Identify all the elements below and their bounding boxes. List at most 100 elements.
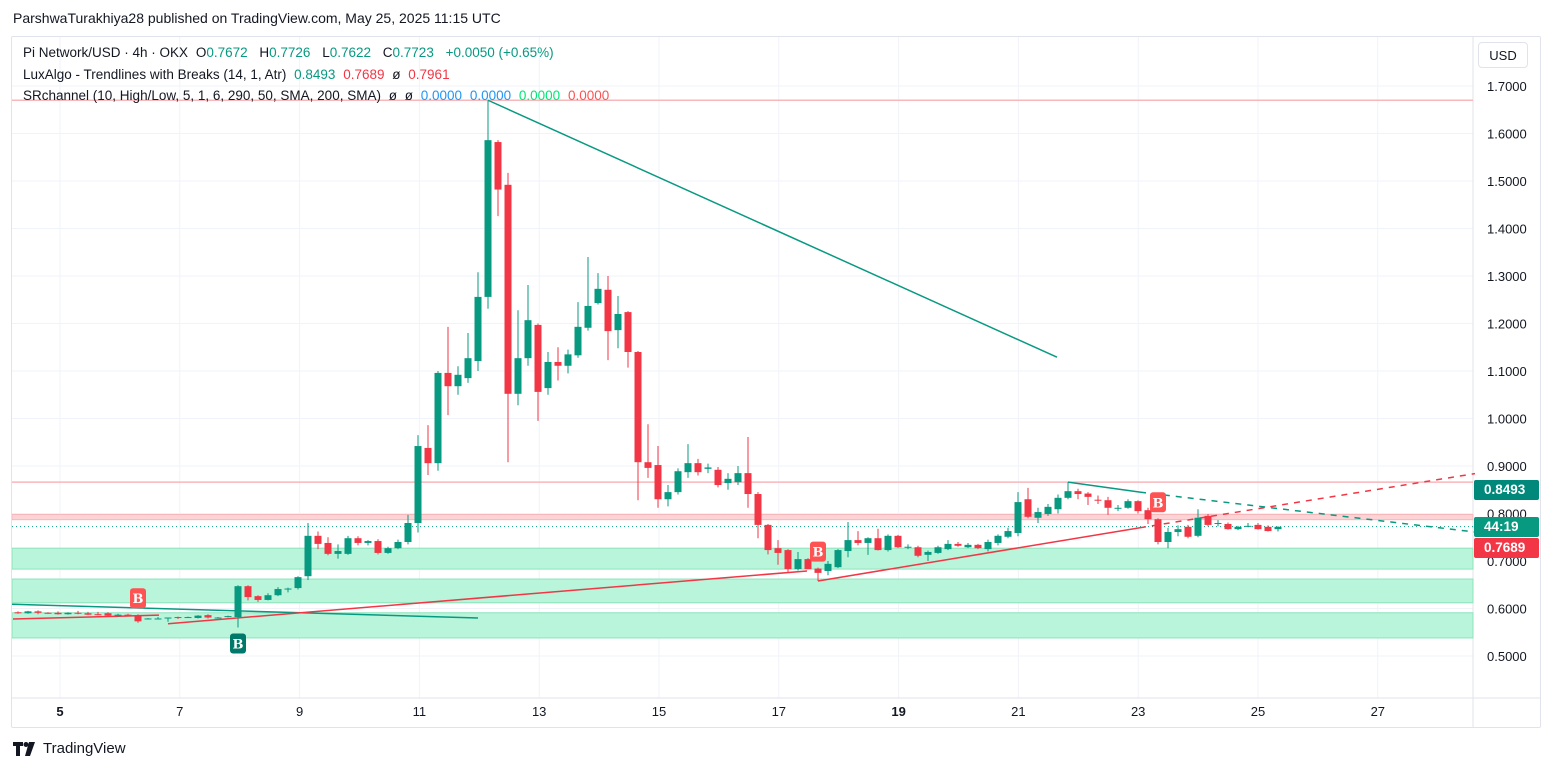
symbol-title[interactable]: Pi Network/USD · 4h · OKX (23, 45, 189, 60)
bearish-break-label (810, 541, 826, 562)
candle-bearish (174, 617, 182, 619)
indicator-value: 0.7689 (343, 67, 385, 82)
candle-bearish (974, 544, 982, 549)
candle-bearish (104, 613, 112, 616)
break-label-text: B (1153, 496, 1164, 511)
candle-bearish (1264, 526, 1272, 532)
candle-bullish (724, 478, 732, 484)
break-label-text: B (813, 546, 824, 561)
candle-bearish (34, 611, 42, 613)
support-zone (11, 547, 1474, 570)
indicator-value: 0.0000 (518, 88, 561, 103)
candle-bearish (714, 469, 722, 485)
y-tick-label: 1.0000 (1487, 412, 1527, 427)
candle-bullish (214, 617, 222, 619)
candle-bearish (624, 312, 632, 352)
candle-bearish (84, 613, 92, 615)
tradingview-logo[interactable]: TradingView (13, 740, 126, 757)
break-label-text: B (233, 638, 244, 653)
x-tick-label: 19 (891, 704, 905, 719)
resistance-zone (11, 513, 1474, 521)
candle-bullish (904, 546, 912, 548)
indicator-legend-srchannel: SRchannel (10, High/Low, 5, 1, 6, 290, 5… (23, 88, 613, 103)
candle-bullish (194, 615, 202, 618)
candle-bullish (1004, 531, 1012, 537)
candle-bearish (1134, 501, 1142, 512)
candle-bullish (394, 542, 402, 549)
high-label: H (259, 45, 270, 60)
y-tick-label: 1.5000 (1487, 174, 1527, 189)
candle-bullish (1164, 532, 1172, 542)
x-tick-label: 15 (652, 704, 666, 719)
indicator-legend-trendlines: LuxAlgo - Trendlines with Breaks (14, 1,… (23, 67, 454, 82)
indicator-title[interactable]: LuxAlgo - Trendlines with Breaks (14, 1,… (23, 67, 287, 82)
candle-bullish (1124, 501, 1132, 508)
publish-info: ParshwaTurakhiya28 published on TradingV… (13, 10, 501, 26)
currency-button[interactable]: USD (1478, 42, 1528, 68)
x-tick-label: 23 (1131, 704, 1145, 719)
indicator-value: 0.7961 (408, 67, 450, 82)
candle-bullish (474, 296, 482, 362)
candle-bearish (254, 596, 262, 600)
x-tick-label: 13 (532, 704, 546, 719)
indicator-title[interactable]: SRchannel (10, High/Low, 5, 1, 6, 290, 5… (23, 88, 381, 103)
candle-bullish (574, 326, 582, 356)
candle-bearish (1074, 491, 1082, 495)
candle-bearish (1144, 510, 1152, 520)
candle-bullish (64, 612, 72, 615)
candle-bullish (794, 559, 802, 570)
candle-bullish (414, 446, 422, 523)
candle-bullish (234, 586, 242, 618)
candle-bearish (204, 615, 212, 618)
candle-bearish (124, 614, 132, 616)
candle-bullish (584, 305, 592, 328)
candle-bullish (964, 544, 972, 548)
trendline (487, 99, 1058, 358)
candle-bearish (424, 447, 432, 464)
indicator-value: 0.8493 (294, 67, 336, 82)
candle-bearish (784, 550, 792, 570)
candle-bearish (74, 612, 82, 614)
candle-bullish (434, 372, 442, 464)
candle-bearish (44, 612, 52, 614)
low-label: L (322, 45, 330, 60)
indicator-na: ø (404, 88, 413, 103)
candle-bullish (564, 354, 572, 366)
x-tick-label: 17 (772, 704, 786, 719)
candle-bullish (524, 320, 532, 359)
candle-bullish (1064, 491, 1072, 498)
change-value: +0.0050 (+0.65%) (445, 45, 554, 60)
candle-bearish (374, 541, 382, 553)
trendline (817, 527, 1141, 582)
y-tick-label: 1.3000 (1487, 269, 1527, 284)
candle-bearish (354, 538, 362, 543)
candle-bullish (454, 374, 462, 387)
candle-bullish (924, 551, 932, 555)
candle-bearish (954, 543, 962, 546)
candle-bullish (164, 617, 172, 619)
candle-bullish (1014, 502, 1022, 533)
close-label: C (382, 45, 393, 60)
x-tick-label: 7 (176, 704, 183, 719)
indicator-na: ø (388, 88, 397, 103)
bearish-break-label (130, 588, 146, 609)
indicator-na: ø (392, 67, 401, 82)
candle-bullish (684, 463, 692, 473)
y-tick-label: 0.6000 (1487, 602, 1527, 617)
bullish-break-label (230, 633, 246, 654)
candle-bullish (1214, 523, 1222, 524)
candle-bullish (734, 473, 742, 483)
candle-bullish (944, 543, 952, 550)
candle-bearish (1084, 493, 1092, 497)
candle-bullish (544, 361, 552, 389)
candle-bearish (494, 142, 502, 190)
candle-bullish (1034, 512, 1042, 518)
candle-bearish (654, 465, 662, 500)
x-tick-label: 5 (56, 704, 63, 719)
candle-bearish (1204, 515, 1212, 525)
candle-bearish (804, 559, 812, 570)
candle-bullish (364, 541, 372, 543)
candle-bullish (824, 563, 832, 571)
candle-bearish (1104, 500, 1112, 508)
